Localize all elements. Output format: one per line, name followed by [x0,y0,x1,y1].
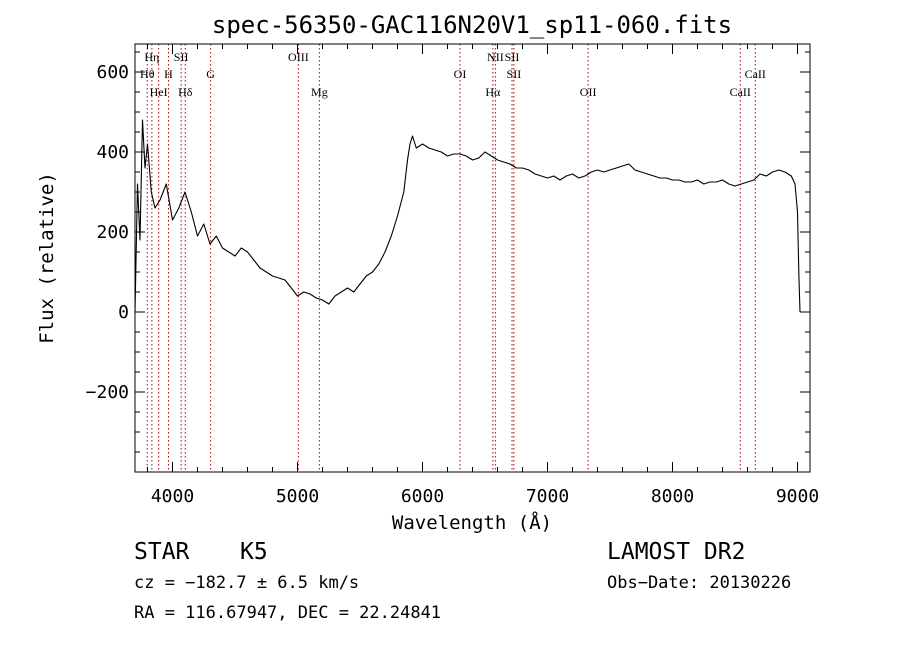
x-tick-label-4: 8000 [651,486,694,507]
x-axis-label: Wavelength (Å) [392,511,552,534]
marker-label-9: OI [454,67,467,81]
x-tick-label-3: 7000 [526,486,569,507]
object-subclass-label: K5 [240,539,268,565]
marker-label-13: Hα [485,85,501,99]
marker-label-3: SII [174,50,189,64]
x-tick-label-2: 6000 [401,486,444,507]
marker-label-2: H [164,67,173,81]
y-axis-ticks: −200 0 200 400 600 [86,51,810,453]
marker-label-4: G [206,67,215,81]
object-class-label: STAR [134,539,190,565]
marker-label-16: CaII [745,67,766,81]
y-tick-label-0: −200 [86,382,129,403]
emission-line-markers [146,44,756,472]
marker-label-0: Hη [144,50,159,64]
spectrum-series-line [134,119,801,313]
y-tick-label-4: 600 [96,62,129,83]
marker-label-8: Mg [311,85,328,99]
marker-label-1: Hθ [140,67,155,81]
x-tick-label-0: 4000 [151,486,194,507]
redshift-velocity-text: cz = −182.7 ± 6.5 km/s [134,573,360,593]
observation-date-text: Obs−Date: 20130226 [607,573,792,593]
y-tick-label-2: 200 [96,222,129,243]
marker-label-7: OIII [288,50,309,64]
marker-label-11: SII [505,50,520,64]
y-tick-label-1: 0 [118,302,129,323]
x-tick-label-5: 9000 [776,486,819,507]
x-tick-label-1: 5000 [276,486,319,507]
marker-label-6: Hδ [178,85,193,99]
y-tick-label-3: 400 [96,142,129,163]
coordinates-text: RA = 116.67947, DEC = 22.24841 [134,603,442,623]
plot-frame [134,43,811,473]
marker-label-14: OII [580,85,597,99]
marker-label-5: HeI [150,85,168,99]
survey-label: LAMOST DR2 [607,539,746,565]
chart-title: spec-56350-GAC116N20V1_sp11-060.fits [212,11,732,39]
marker-label-10: NII [487,50,504,64]
y-axis-label: Flux (relative) [36,172,58,344]
x-axis-ticks: 4000 5000 6000 7000 8000 9000 [147,44,819,507]
marker-label-12: SII [507,67,522,81]
marker-label-15: CaII [730,85,751,99]
